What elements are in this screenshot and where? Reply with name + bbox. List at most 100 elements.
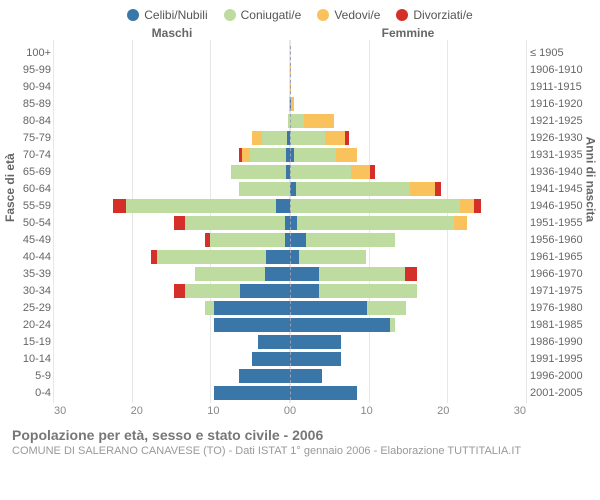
bar-f — [290, 80, 526, 94]
seg — [290, 199, 460, 213]
bar-pair — [54, 80, 526, 94]
bar-pair — [54, 352, 526, 366]
pyramid-row: 10-141991-1995 — [12, 350, 588, 367]
bar-f — [290, 182, 526, 196]
birth-label: 1956-1960 — [526, 234, 588, 246]
x-tick: 0 — [290, 405, 296, 419]
seg — [113, 199, 127, 213]
seg — [214, 386, 290, 400]
x-axis: 3020100 0102030 — [12, 405, 588, 419]
bar-pair — [54, 148, 526, 162]
seg — [242, 148, 249, 162]
bar-m — [54, 80, 290, 94]
seg — [240, 284, 290, 298]
age-label: 80-84 — [12, 115, 54, 127]
bar-m — [54, 233, 290, 247]
seg — [296, 182, 409, 196]
pyramid-row: 65-691936-1940 — [12, 163, 588, 180]
age-label: 30-34 — [12, 285, 54, 297]
legend-swatch — [317, 9, 329, 21]
seg — [266, 250, 290, 264]
male-label: Maschi — [54, 26, 290, 40]
bar-pair — [54, 199, 526, 213]
seg — [345, 131, 349, 145]
seg — [290, 131, 325, 145]
pyramid-row: 15-191986-1990 — [12, 333, 588, 350]
birth-label: 1941-1945 — [526, 183, 588, 195]
seg — [290, 318, 390, 332]
bar-pair — [54, 386, 526, 400]
x-tick: 30 — [514, 405, 526, 419]
legend-label: Celibi/Nubili — [144, 8, 207, 22]
seg — [252, 352, 290, 366]
bar-m — [54, 114, 290, 128]
bar-pair — [54, 46, 526, 60]
birth-label: 1911-1915 — [526, 81, 588, 93]
pyramid-row: 55-591946-1950 — [12, 197, 588, 214]
seg — [290, 250, 299, 264]
bar-f — [290, 233, 526, 247]
seg — [185, 216, 284, 230]
bar-pair — [54, 335, 526, 349]
legend-label: Coniugati/e — [241, 8, 302, 22]
legend-swatch — [224, 9, 236, 21]
seg — [294, 148, 336, 162]
seg — [319, 267, 406, 281]
legend: Celibi/NubiliConiugati/eVedovi/eDivorzia… — [12, 8, 588, 22]
chart-container: Celibi/NubiliConiugati/eVedovi/eDivorzia… — [0, 0, 600, 500]
birth-label: 1971-1975 — [526, 285, 588, 297]
bar-f — [290, 148, 526, 162]
seg — [214, 318, 290, 332]
legend-item: Coniugati/e — [224, 8, 302, 22]
bar-f — [290, 131, 526, 145]
seg — [290, 284, 319, 298]
bar-m — [54, 267, 290, 281]
seg — [185, 284, 240, 298]
legend-swatch — [127, 9, 139, 21]
chart-title: Popolazione per età, sesso e stato civil… — [12, 427, 588, 443]
age-label: 40-44 — [12, 251, 54, 263]
birth-label: ≤ 1905 — [526, 47, 588, 59]
bar-f — [290, 216, 526, 230]
pyramid-row: 75-791926-1930 — [12, 129, 588, 146]
pyramid-row: 50-541951-1955 — [12, 214, 588, 231]
pyramid-row: 70-741931-1935 — [12, 146, 588, 163]
bar-m — [54, 182, 290, 196]
age-label: 70-74 — [12, 149, 54, 161]
bar-m — [54, 386, 290, 400]
female-label: Femmine — [290, 26, 526, 40]
seg — [336, 148, 357, 162]
seg — [306, 233, 395, 247]
bar-f — [290, 386, 526, 400]
seg — [210, 233, 286, 247]
pyramid-row: 40-441961-1965 — [12, 248, 588, 265]
seg — [460, 199, 474, 213]
age-label: 85-89 — [12, 98, 54, 110]
pyramid-row: 35-391966-1970 — [12, 265, 588, 282]
bar-f — [290, 46, 526, 60]
seg — [297, 216, 454, 230]
seg — [258, 335, 290, 349]
birth-label: 1916-1920 — [526, 98, 588, 110]
age-label: 55-59 — [12, 200, 54, 212]
pyramid-row: 80-841921-1925 — [12, 112, 588, 129]
seg — [290, 386, 357, 400]
pyramid-row: 25-291976-1980 — [12, 299, 588, 316]
pyramid-row: 100+ ≤ 1905 — [12, 44, 588, 61]
seg — [370, 165, 375, 179]
pyramid-row: 90-941911-1915 — [12, 78, 588, 95]
footer: Popolazione per età, sesso e stato civil… — [12, 427, 588, 457]
legend-swatch — [396, 9, 408, 21]
x-tick: 20 — [437, 405, 449, 419]
age-label: 100+ — [12, 47, 54, 59]
seg — [157, 250, 266, 264]
pyramid-row: 45-491956-1960 — [12, 231, 588, 248]
bar-pair — [54, 284, 526, 298]
pyramid-row: 0-42001-2005 — [12, 384, 588, 401]
bar-f — [290, 250, 526, 264]
seg — [239, 369, 290, 383]
seg — [290, 352, 341, 366]
seg — [265, 267, 290, 281]
bar-f — [290, 63, 526, 77]
x-tick: 10 — [207, 405, 219, 419]
